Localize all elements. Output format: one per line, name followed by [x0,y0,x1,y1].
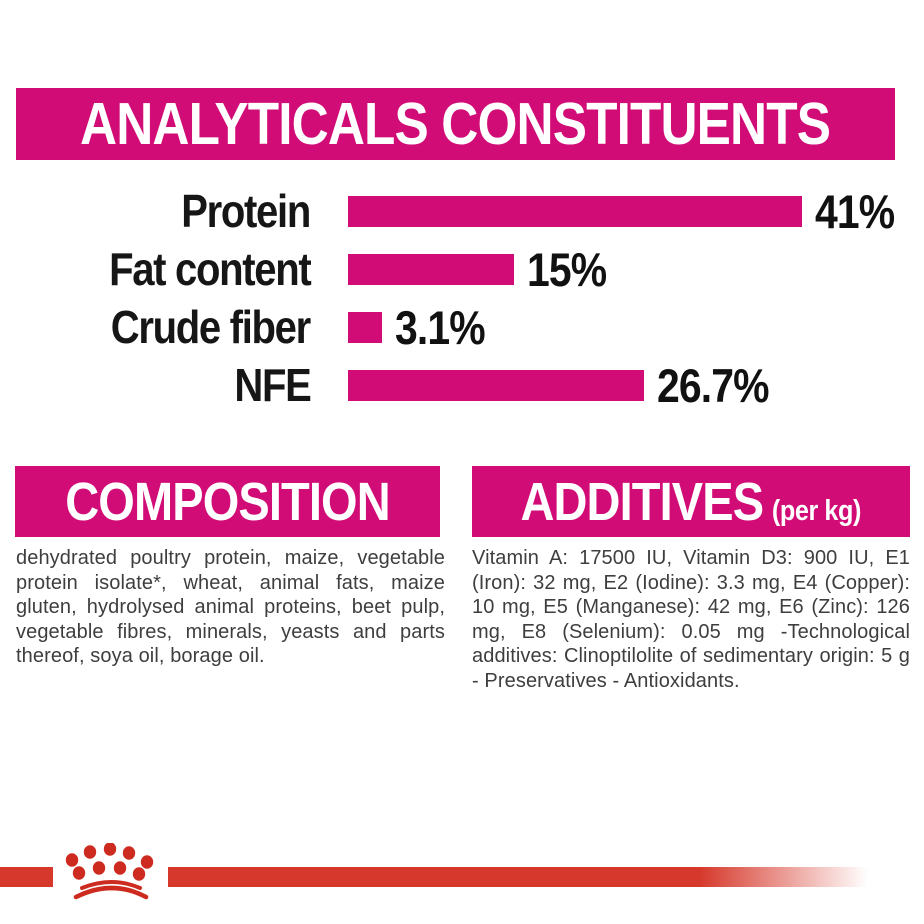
analyticals-bar-chart: Protein 41% Fat content 15% Crude fiber … [0,182,924,414]
chart-bar-nfe [348,369,644,401]
additives-text: Vitamin A: 17500 IU, Vitamin D3: 900 IU,… [472,547,910,692]
chart-bar-crude-fiber [348,311,383,343]
chart-value-label: 3.1% [395,300,486,354]
additives-heading-suffix: (per kg) [772,494,862,527]
chart-row-crude-fiber: Crude fiber 3.1% [0,298,924,356]
page-title: ANALYTICALS CONSTITUENTS [80,91,831,157]
analyticals-header-band: ANALYTICALS CONSTITUENTS [16,88,895,160]
chart-row-nfe: NFE 26.7% [0,356,924,414]
chart-value-label: 26.7% [656,358,769,412]
additives-heading: ADDITIVES [520,471,765,532]
chart-category-label: Protein [181,185,311,237]
chart-row-protein: Protein 41% [0,182,924,240]
chart-bar-protein [348,195,802,227]
royal-canin-crown-icon [65,843,154,900]
chart-bar-fat-content [348,253,515,285]
chart-value-label: 41% [814,184,895,238]
additives-header-band: ADDITIVES (per kg) [472,466,910,537]
chart-category-label: Fat content [108,243,312,295]
composition-heading: COMPOSITION [65,471,390,532]
chart-row-fat-content: Fat content 15% [0,240,924,298]
chart-value-label: 15% [527,242,607,296]
chart-category-label: Crude fiber [110,301,311,353]
chart-category-label: NFE [233,359,311,411]
composition-header-band: COMPOSITION [15,466,440,537]
composition-text: dehydrated poultry protein, maize, veget… [16,547,445,668]
additives-heading-line: ADDITIVES (per kg) [521,471,862,533]
brand-red-bar-right [168,867,868,887]
brand-red-bar-left [0,867,53,887]
